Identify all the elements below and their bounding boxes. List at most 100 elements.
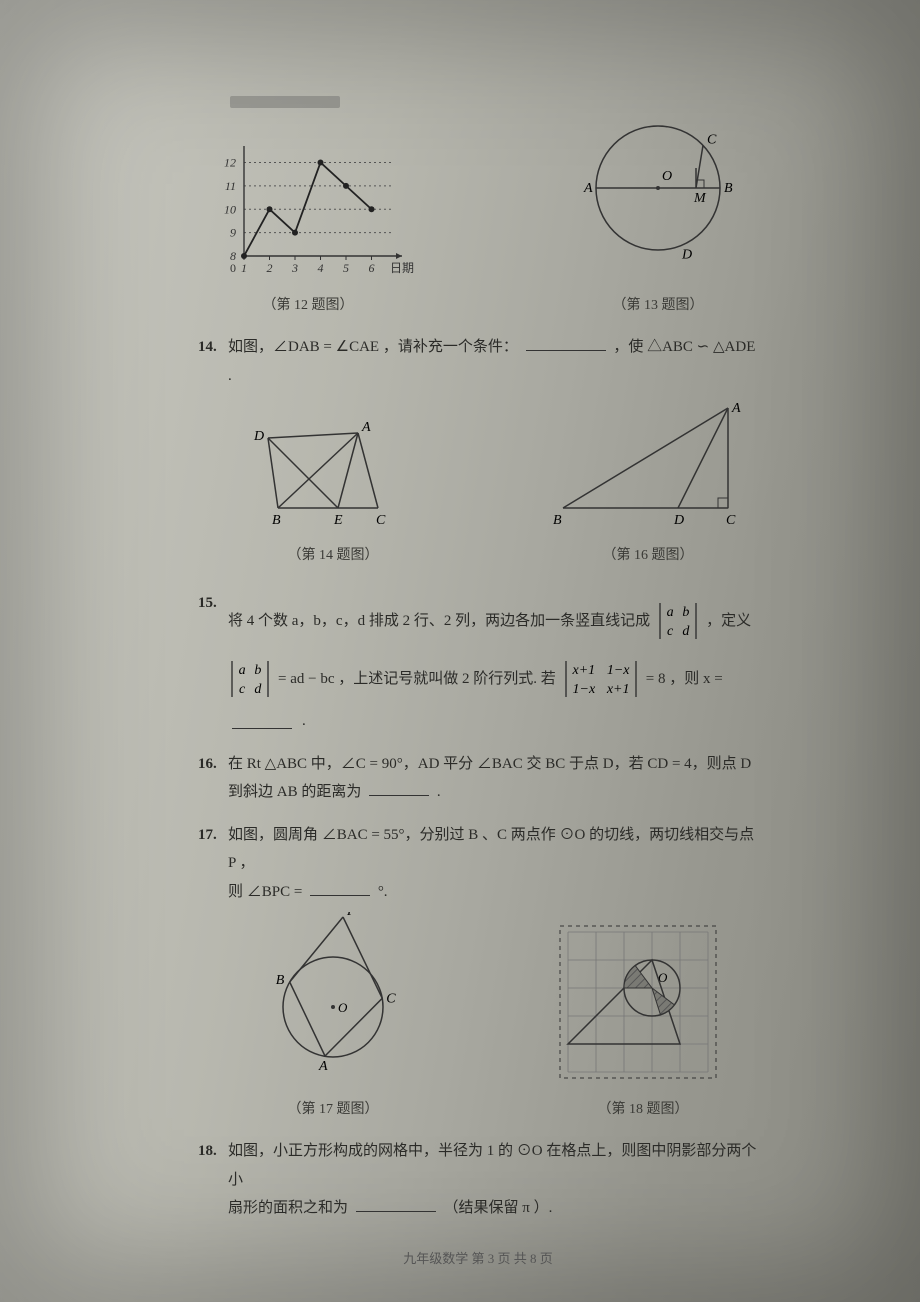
svg-text:x+1: x+1 xyxy=(571,663,595,678)
q17-text-b-line: 则 ∠BPC = °. xyxy=(228,878,758,907)
q16: 16. 在 Rt △ABC 中，∠C = 90°，AD 平分 ∠BAC 交 BC… xyxy=(198,750,758,807)
svg-text:A: A xyxy=(583,181,593,196)
svg-text:B: B xyxy=(553,513,562,528)
q15-number: 15. xyxy=(198,589,228,736)
svg-text:C: C xyxy=(726,513,736,528)
svg-text:b: b xyxy=(682,605,689,620)
content-area: 89101112123456日期0 （第 12 题图） ABOMCD （第 13… xyxy=(198,108,758,1271)
q14-blank xyxy=(526,335,606,351)
q18-number: 18. xyxy=(198,1137,228,1223)
q15-line2-b: = 8 ，则 x = xyxy=(646,665,723,694)
q12-chart-svg: 89101112123456日期0 xyxy=(198,128,418,278)
q15-line2: abcd = ad − bc ，上述记号就叫做 2 阶行列式. 若 x+11−x… xyxy=(228,657,758,736)
q16-blank xyxy=(369,780,429,796)
svg-text:P: P xyxy=(346,912,356,919)
q15-line1: 将 4 个数 a，b，c，d 排成 2 行、2 列，两边各加一条竖直线记成 ab… xyxy=(228,599,758,643)
svg-text:d: d xyxy=(682,624,690,639)
svg-text:10: 10 xyxy=(224,202,236,216)
q16-figure: A B C D （第 16 题图） xyxy=(548,398,748,569)
q14-caption: （第 14 题图） xyxy=(248,543,418,570)
svg-text:E: E xyxy=(333,513,343,528)
q15-det1b-svg: abcd xyxy=(228,657,272,701)
q17-text-a: 如图，圆周角 ∠BAC = 55°，分别过 B 、C 两点作 ⊙O 的切线，两切… xyxy=(228,821,758,878)
q15-body: 将 4 个数 a，b，c，d 排成 2 行、2 列，两边各加一条竖直线记成 ab… xyxy=(228,589,758,736)
q16-text-a: 在 Rt △ABC 中，∠C = 90°，AD 平分 ∠BAC 交 BC 于点 … xyxy=(228,750,758,779)
figure-row-17-18: O A B C P （第 17 题图） O （第 18 题图） xyxy=(198,912,758,1123)
q17-number: 17. xyxy=(198,821,228,907)
q15-det1-svg: abcd xyxy=(656,599,700,643)
q13-caption: （第 13 题图） xyxy=(558,293,758,320)
q17-blank xyxy=(310,880,370,896)
exam-page: 89101112123456日期0 （第 12 题图） ABOMCD （第 13… xyxy=(0,0,920,1302)
svg-text:1: 1 xyxy=(241,261,247,275)
q18-blank xyxy=(356,1196,436,1212)
svg-text:1−x: 1−x xyxy=(607,663,630,678)
svg-text:b: b xyxy=(254,663,261,678)
q12-figure: 89101112123456日期0 （第 12 题图） xyxy=(198,128,418,319)
q14: 14. 如图，∠DAB = ∠CAE ，请补充一个条件： ，使 △ABC ∽ △… xyxy=(198,333,758,390)
q15-blank xyxy=(232,713,292,729)
svg-text:4: 4 xyxy=(318,261,324,275)
q15: 15. 将 4 个数 a，b，c，d 排成 2 行、2 列，两边各加一条竖直线记… xyxy=(198,589,758,736)
svg-text:B: B xyxy=(276,973,285,988)
svg-text:B: B xyxy=(724,181,733,196)
q16-caption: （第 16 题图） xyxy=(548,543,748,570)
q18-caption: （第 18 题图） xyxy=(548,1097,738,1124)
q14-number: 14. xyxy=(198,333,228,390)
q18-text-b-line: 扇形的面积之和为 （结果保留 π ）. xyxy=(228,1194,758,1223)
svg-text:5: 5 xyxy=(343,261,349,275)
q18-text-a: 如图，小正方形构成的网格中，半径为 1 的 ⊙O 在格点上，则图中阴影部分两个小 xyxy=(228,1137,758,1194)
svg-text:日期: 日期 xyxy=(390,261,414,275)
q16-triangle-svg: A B C D xyxy=(548,398,748,528)
q17-circle-svg: O A B C P xyxy=(258,912,408,1082)
q15-det2-svg: x+1 1−x 1−x x+1 xyxy=(562,657,640,701)
svg-text:B: B xyxy=(272,513,281,528)
q17-deg: °. xyxy=(378,884,388,900)
svg-text:1−x: 1−x xyxy=(572,682,595,697)
svg-text:d: d xyxy=(254,682,262,697)
svg-text:M: M xyxy=(693,191,707,206)
svg-text:c: c xyxy=(239,682,246,697)
q17: 17. 如图，圆周角 ∠BAC = 55°，分别过 B 、C 两点作 ⊙O 的切… xyxy=(198,821,758,907)
photo-artifact-strip xyxy=(230,96,340,108)
svg-text:11: 11 xyxy=(225,179,236,193)
figure-row-14-16: A B E C D （第 14 题图） A B C D （第 16 题图） xyxy=(198,398,758,569)
figure-row-12-13: 89101112123456日期0 （第 12 题图） ABOMCD （第 13… xyxy=(198,108,758,319)
q16-number: 16. xyxy=(198,750,228,807)
svg-text:3: 3 xyxy=(291,261,298,275)
q17-body: 如图，圆周角 ∠BAC = 55°，分别过 B 、C 两点作 ⊙O 的切线，两切… xyxy=(228,821,758,907)
q14-body: 如图，∠DAB = ∠CAE ，请补充一个条件： ，使 △ABC ∽ △ADE … xyxy=(228,333,758,390)
svg-text:9: 9 xyxy=(230,226,236,240)
q18-body: 如图，小正方形构成的网格中，半径为 1 的 ⊙O 在格点上，则图中阴影部分两个小… xyxy=(228,1137,758,1223)
q18-figure: O （第 18 题图） xyxy=(548,922,738,1123)
q13-circle-svg: ABOMCD xyxy=(558,108,758,278)
q14-figure: ABECD （第 14 题图） xyxy=(248,408,418,569)
svg-text:C: C xyxy=(376,513,386,528)
q18-text-c: （结果保留 π ）. xyxy=(444,1200,553,1216)
svg-text:x+1: x+1 xyxy=(606,682,630,697)
svg-text:12: 12 xyxy=(224,156,236,170)
q14-text-a: 如图，∠DAB = ∠CAE ，请补充一个条件： xyxy=(228,339,518,355)
q13-figure: ABOMCD （第 13 题图） xyxy=(558,108,758,319)
q16-period: . xyxy=(437,784,441,800)
svg-text:A: A xyxy=(318,1059,328,1074)
svg-text:O: O xyxy=(338,1000,348,1015)
svg-text:0: 0 xyxy=(230,261,236,275)
svg-text:O: O xyxy=(662,169,672,184)
svg-text:a: a xyxy=(239,663,246,678)
svg-text:C: C xyxy=(386,992,396,1007)
q18-grid-svg: O xyxy=(548,922,738,1082)
svg-text:a: a xyxy=(667,605,674,620)
svg-text:D: D xyxy=(253,429,264,444)
q12-caption: （第 12 题图） xyxy=(198,293,418,320)
q15-period: . xyxy=(302,707,306,736)
svg-text:D: D xyxy=(681,248,692,263)
q17-text-b: 则 ∠BPC = xyxy=(228,884,302,900)
svg-text:A: A xyxy=(731,401,741,416)
page-footer: 九年级数学 第 3 页 共 8 页 xyxy=(198,1247,758,1272)
q16-body: 在 Rt △ABC 中，∠C = 90°，AD 平分 ∠BAC 交 BC 于点 … xyxy=(228,750,758,807)
q17-figure: O A B C P （第 17 题图） xyxy=(258,912,408,1123)
svg-text:2: 2 xyxy=(267,261,273,275)
q17-caption: （第 17 题图） xyxy=(258,1097,408,1124)
svg-text:D: D xyxy=(673,513,684,528)
